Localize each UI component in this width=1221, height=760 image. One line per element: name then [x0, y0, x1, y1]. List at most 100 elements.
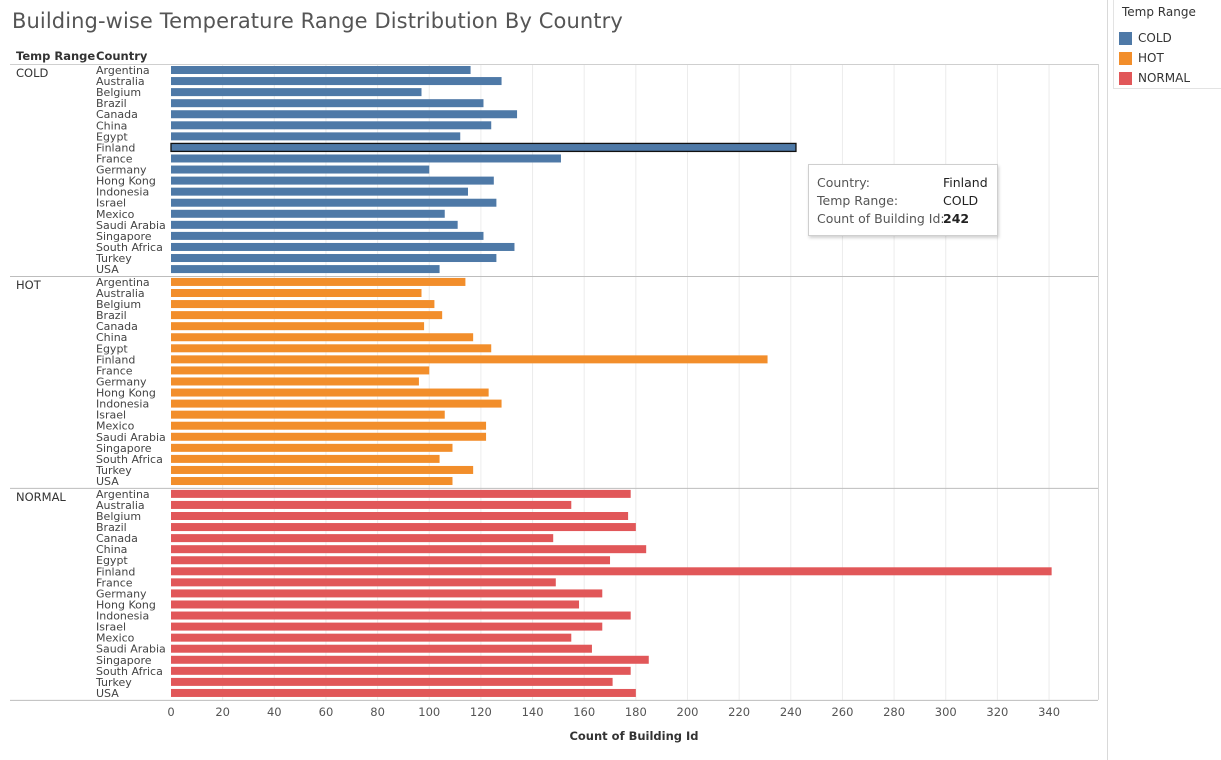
country-header[interactable]: Country — [96, 49, 148, 63]
bar-cold[interactable] — [171, 176, 494, 185]
bar-hot[interactable] — [171, 322, 425, 331]
country-label[interactable]: Argentina — [96, 488, 150, 501]
bar-cold[interactable] — [171, 121, 492, 130]
bar-normal[interactable] — [171, 655, 649, 664]
bar-normal[interactable] — [171, 512, 629, 520]
bar-cold[interactable] — [171, 88, 422, 97]
bar-cold[interactable] — [171, 254, 497, 263]
bar-hot[interactable] — [171, 344, 492, 353]
country-label[interactable]: Mexico — [96, 420, 135, 433]
bar-cold[interactable] — [171, 265, 440, 274]
bar-normal[interactable] — [171, 644, 592, 653]
bar-hot[interactable] — [171, 432, 487, 441]
bar-cold[interactable] — [171, 187, 468, 196]
country-label[interactable]: Egypt — [96, 130, 128, 143]
country-label[interactable]: Saudi Arabia — [96, 643, 166, 656]
country-label[interactable]: Germany — [96, 164, 147, 177]
country-label[interactable]: Hong Kong — [96, 598, 156, 611]
bar-cold[interactable] — [171, 132, 461, 141]
bar-hot[interactable] — [171, 410, 445, 419]
country-label[interactable]: China — [96, 331, 127, 344]
group-label-cold[interactable]: COLD — [16, 66, 48, 80]
bar-normal[interactable] — [171, 611, 631, 620]
bar-normal[interactable] — [171, 556, 611, 565]
country-label[interactable]: Canada — [96, 320, 138, 333]
country-label[interactable]: USA — [96, 475, 119, 488]
x-axis-title[interactable]: Count of Building Id — [569, 729, 698, 743]
country-label[interactable]: South Africa — [96, 665, 163, 678]
bar-normal[interactable] — [171, 666, 631, 675]
bar-hot[interactable] — [171, 355, 768, 364]
country-label[interactable]: France — [96, 576, 133, 589]
country-label[interactable]: Brazil — [96, 97, 127, 110]
country-label[interactable]: Canada — [96, 108, 138, 121]
country-label[interactable]: Finland — [96, 353, 135, 366]
country-label[interactable]: France — [96, 364, 133, 377]
temp-range-header[interactable]: Temp Range — [16, 49, 96, 63]
country-label[interactable]: Turkey — [95, 676, 132, 689]
country-label[interactable]: Turkey — [95, 464, 132, 477]
country-label[interactable]: Israel — [96, 197, 126, 210]
bar-cold[interactable] — [171, 198, 497, 207]
country-label[interactable]: Hong Kong — [96, 175, 156, 188]
bar-normal[interactable] — [171, 567, 1052, 576]
country-label[interactable]: France — [96, 152, 133, 165]
country-label[interactable]: USA — [96, 263, 119, 276]
bar-cold[interactable] — [171, 231, 484, 240]
country-label[interactable]: Argentina — [96, 64, 150, 77]
country-label[interactable]: Australia — [96, 287, 145, 300]
country-label[interactable]: Germany — [96, 587, 147, 600]
bar-hot[interactable] — [171, 311, 443, 320]
bar-normal[interactable] — [171, 500, 572, 509]
bar-hot[interactable] — [171, 366, 430, 375]
country-label[interactable]: Egypt — [96, 554, 128, 567]
bar-cold[interactable] — [171, 110, 518, 119]
bar-hot[interactable] — [171, 300, 435, 309]
country-label[interactable]: China — [96, 543, 127, 556]
bar-cold[interactable] — [171, 165, 430, 174]
bar-hot[interactable] — [171, 399, 502, 408]
country-label[interactable]: Belgium — [96, 510, 141, 523]
bar-cold[interactable] — [171, 66, 471, 74]
country-label[interactable]: South Africa — [96, 241, 163, 254]
country-label[interactable]: Saudi Arabia — [96, 219, 166, 232]
country-label[interactable]: Germany — [96, 375, 147, 388]
bar-hot[interactable] — [171, 289, 422, 297]
country-label[interactable]: Finland — [96, 565, 135, 578]
bar-cold[interactable] — [171, 242, 515, 251]
country-label[interactable]: Australia — [96, 75, 145, 88]
bar-hot[interactable] — [171, 465, 474, 474]
bar-hot[interactable] — [171, 377, 419, 386]
country-label[interactable]: Indonesia — [96, 610, 149, 623]
country-label[interactable]: Israel — [96, 621, 126, 634]
bar-hot[interactable] — [171, 333, 474, 342]
country-label[interactable]: Mexico — [96, 632, 135, 645]
country-label[interactable]: Singapore — [96, 230, 152, 243]
bar-cold[interactable] — [171, 154, 561, 163]
bar-hot[interactable] — [171, 421, 487, 430]
bar-cold[interactable] — [171, 209, 445, 218]
bar-normal[interactable] — [171, 600, 580, 609]
bar-normal[interactable] — [171, 589, 603, 598]
country-label[interactable]: Egypt — [96, 342, 128, 355]
bar-hot[interactable] — [171, 388, 489, 397]
bar-normal[interactable] — [171, 534, 554, 543]
country-label[interactable]: South Africa — [96, 453, 163, 466]
bar-hot[interactable] — [171, 443, 453, 452]
bar-normal[interactable] — [171, 688, 636, 697]
bar-cold[interactable] — [171, 77, 502, 86]
country-label[interactable]: Belgium — [96, 86, 141, 99]
bar-normal[interactable] — [171, 578, 556, 587]
bar-hot[interactable] — [171, 454, 440, 463]
country-label[interactable]: Mexico — [96, 208, 135, 221]
country-label[interactable]: Belgium — [96, 298, 141, 311]
country-label[interactable]: Brazil — [96, 309, 127, 322]
country-label[interactable]: Canada — [96, 532, 138, 545]
country-label[interactable]: Finland — [96, 141, 135, 154]
country-label[interactable]: Indonesia — [96, 398, 149, 411]
bar-cold[interactable] — [171, 99, 484, 108]
country-label[interactable]: Singapore — [96, 442, 152, 455]
legend-item-normal[interactable]: NORMAL — [1119, 71, 1190, 85]
group-label-hot[interactable]: HOT — [16, 278, 42, 292]
country-label[interactable]: Singapore — [96, 654, 152, 667]
